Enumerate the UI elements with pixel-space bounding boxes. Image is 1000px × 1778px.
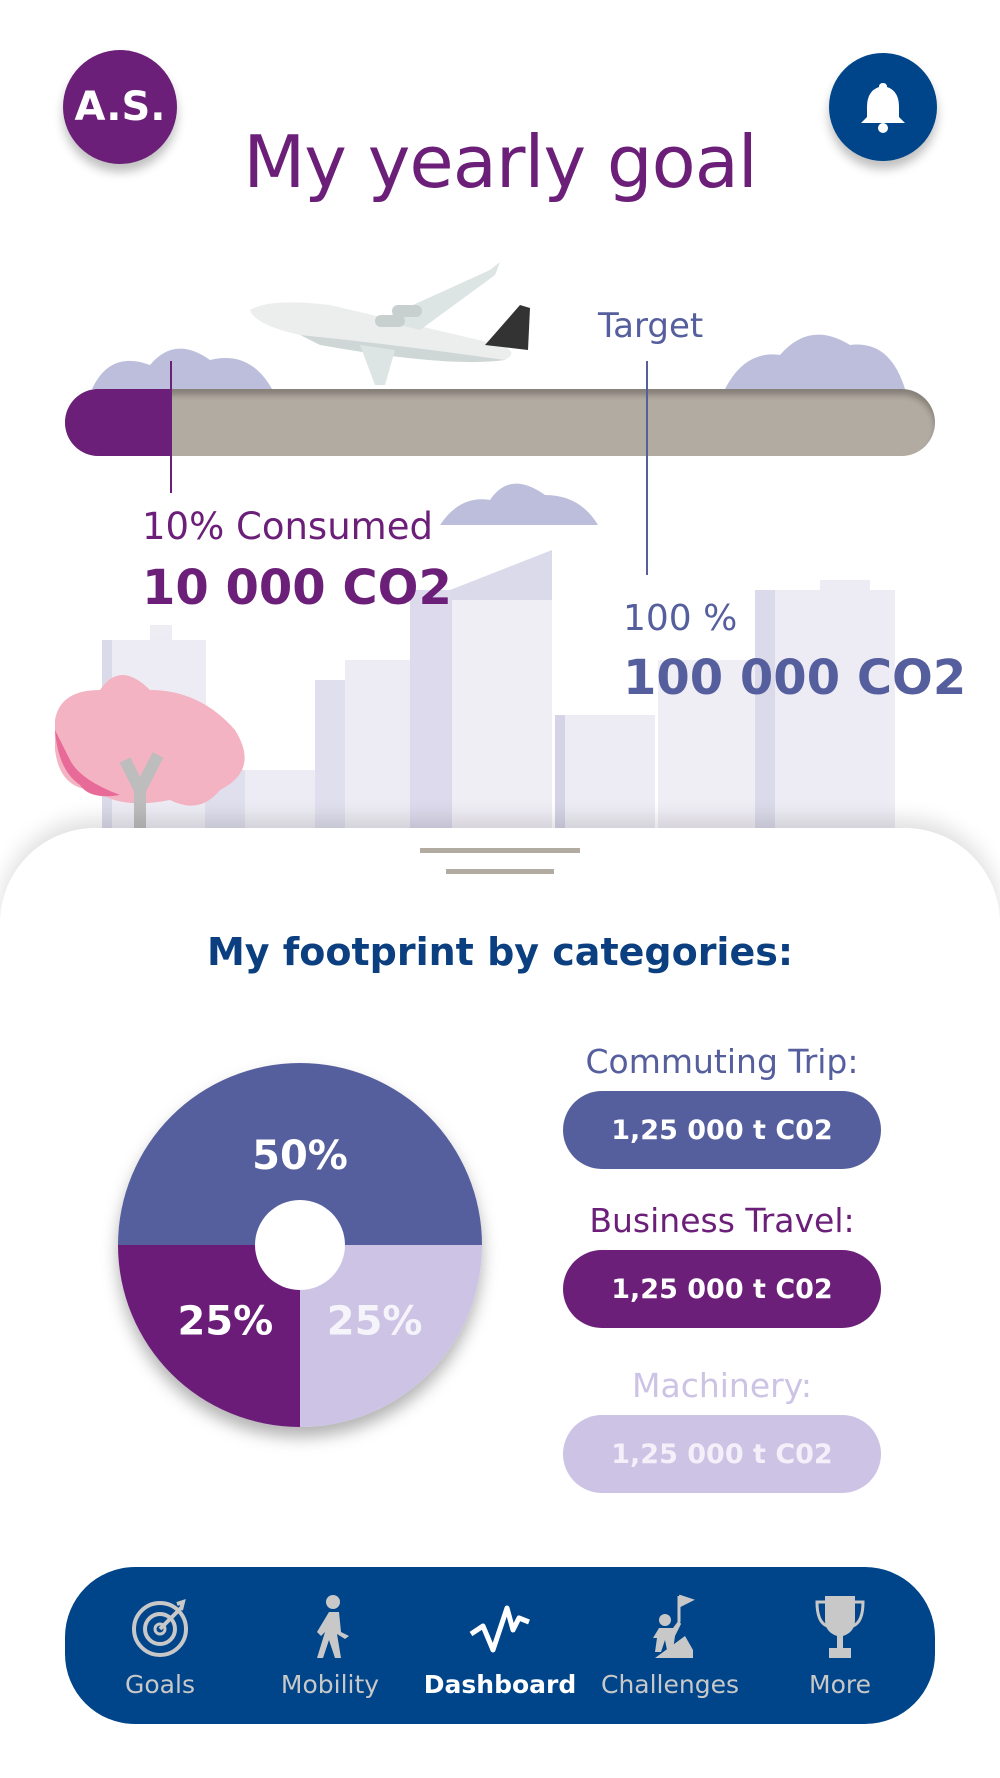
pie-slice-machinery	[300, 1245, 482, 1427]
pie-slice-label: 50%	[252, 1133, 348, 1179]
pie-slice-business-travel	[118, 1245, 300, 1427]
category-label: Commuting Trip:	[585, 1042, 859, 1081]
category-value: 1,25 000 t C02	[611, 1114, 833, 1146]
sheet-drag-handle[interactable]	[420, 848, 580, 853]
yearly-goal-progress-bar	[65, 389, 935, 456]
nav-label: More	[809, 1670, 871, 1699]
pie-slice-commuting-trip	[118, 1063, 482, 1245]
target-percent-label: 100 %	[623, 598, 738, 639]
nav-label: Challenges	[600, 1670, 739, 1699]
nav-label: Dashboard	[423, 1670, 577, 1699]
nav-item-mobility[interactable]: Mobility	[250, 1592, 410, 1699]
category-value: 1,25 000 t C02	[611, 1438, 833, 1470]
city-illustration	[55, 262, 905, 850]
avatar-button[interactable]: A.S.	[63, 50, 177, 164]
nav-item-goals[interactable]: Goals	[80, 1592, 240, 1699]
trophy-icon	[815, 1596, 865, 1658]
walking-person-icon	[317, 1595, 349, 1658]
nav-label: Goals	[125, 1670, 195, 1699]
consumed-value: 10 000 CO2	[142, 560, 452, 616]
category-value-pill[interactable]: 1,25 000 t C02	[563, 1250, 881, 1328]
pie-slice-label: 25%	[177, 1299, 273, 1345]
bottom-navigation: Goals Mobility Dashboard Challenges More	[65, 1567, 935, 1724]
clouds	[92, 334, 905, 525]
target-marker-line	[646, 361, 648, 575]
nav-label: Mobility	[280, 1670, 380, 1699]
target-label: Target	[598, 306, 704, 346]
consumed-marker-line	[170, 361, 172, 493]
progress-fill	[65, 389, 170, 456]
pie-slice-label: 25%	[327, 1299, 423, 1345]
sheet-drag-handle-line[interactable]	[446, 869, 554, 874]
avatar-initials: A.S.	[74, 84, 166, 130]
consumed-percent-label: 10% Consumed	[142, 505, 433, 548]
nav-item-more[interactable]: More	[760, 1592, 920, 1699]
bell-icon	[861, 83, 905, 133]
target-value: 100 000 CO2	[623, 650, 967, 706]
category-value-pill[interactable]: 1,25 000 t C02	[563, 1415, 881, 1493]
page-title: My yearly goal	[243, 120, 758, 204]
nav-item-dashboard[interactable]: Dashboard	[420, 1592, 580, 1699]
airplane	[250, 262, 530, 385]
target-icon	[132, 1598, 188, 1657]
donut-hole	[255, 1200, 345, 1290]
notifications-button[interactable]	[829, 53, 937, 161]
nav-item-challenges[interactable]: Challenges	[590, 1592, 750, 1699]
climber-flag-icon	[653, 1594, 695, 1658]
activity-line-icon	[469, 1605, 530, 1653]
category-label: Machinery:	[632, 1366, 812, 1405]
footprint-title: My footprint by categories:	[206, 930, 794, 974]
category-value: 1,25 000 t C02	[611, 1273, 833, 1305]
category-label: Business Travel:	[589, 1201, 855, 1240]
footprint-donut-chart: 50% 25% 25%	[118, 1063, 482, 1427]
category-value-pill[interactable]: 1,25 000 t C02	[563, 1091, 881, 1169]
